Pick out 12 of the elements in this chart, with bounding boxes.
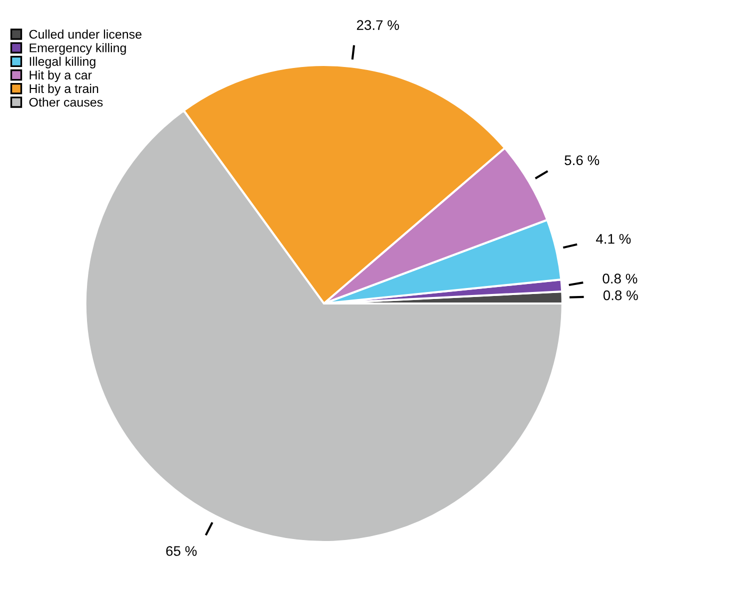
data-label: 0.8 % <box>603 290 638 300</box>
data-label: 5.6 % <box>564 155 600 166</box>
legend-label: Other causes <box>29 97 103 107</box>
data-label: 0.8 % <box>602 274 638 284</box>
legend-label: Illegal killing <box>30 56 96 68</box>
data-label: 4.1 % <box>596 234 631 244</box>
data-label: 65 % <box>166 546 197 556</box>
legend-label: Hit by a car <box>30 70 92 82</box>
legend-label: Culled under license <box>29 30 142 39</box>
data-label: 23.7 % <box>356 20 399 30</box>
legend-label: Hit by a train <box>30 84 98 96</box>
legend-label: Emergency killing <box>30 43 126 55</box>
